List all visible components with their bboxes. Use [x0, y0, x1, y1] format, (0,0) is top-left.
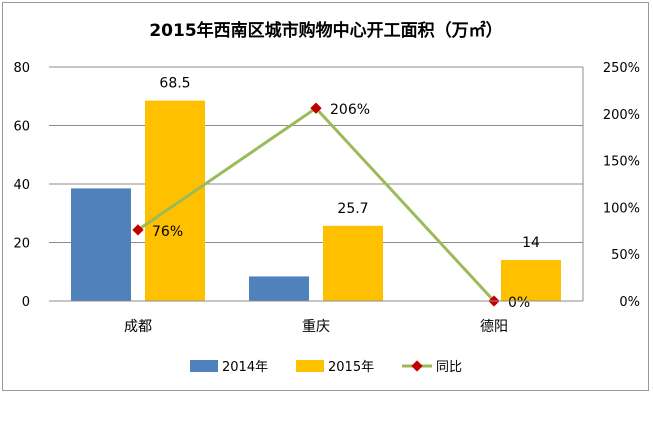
legend-label: 2015年: [328, 360, 374, 375]
legend[interactable]: 2014年 2015年 同比: [190, 360, 462, 375]
bar-2014: [71, 188, 131, 301]
yoy-data-label: 76%: [152, 224, 183, 240]
y-tick-label: 60: [13, 120, 30, 135]
y-tick-label: 0: [22, 295, 30, 310]
bar-data-label: 68.5: [159, 76, 190, 92]
data-labels: 68.5 25.7 14 76% 206% 0%: [152, 76, 540, 311]
category-label: 重庆: [302, 319, 330, 335]
bars: [71, 100, 561, 301]
legend-label: 同比: [436, 360, 462, 375]
y2-tick-label: 50%: [611, 248, 640, 263]
y2-tick-label: 100%: [603, 201, 640, 216]
yoy-data-label: 0%: [508, 295, 530, 311]
bar-data-label: 14: [522, 235, 540, 251]
yoy-data-label: 206%: [330, 102, 370, 118]
bar-data-label: 25.7: [337, 201, 368, 217]
y-tick-label: 40: [13, 178, 30, 193]
yoy-marker: [132, 224, 144, 236]
legend-swatch: [190, 360, 218, 372]
axes: 0 20 40 60 80 0% 50% 100% 150% 200% 250% 成都 重庆 德阳: [13, 61, 640, 335]
bar-2015: [501, 260, 561, 301]
category-label: 德阳: [480, 319, 508, 335]
bar-2015: [323, 225, 383, 301]
legend-item-2014年[interactable]: 2014年: [190, 360, 268, 375]
y2-tick-label: 150%: [603, 155, 640, 170]
legend-label: 2014年: [222, 360, 268, 375]
bar-2015: [145, 100, 205, 301]
category-label: 成都: [124, 319, 152, 335]
y-tick-label: 80: [13, 61, 30, 76]
gridlines: [49, 66, 583, 243]
y-tick-label: 20: [13, 237, 30, 252]
bar-2014: [249, 276, 309, 301]
legend-item-2015年[interactable]: 2015年: [296, 360, 374, 375]
y2-tick-label: 200%: [603, 108, 640, 123]
y2-tick-label: 250%: [603, 61, 640, 76]
chart-title: 2015年西南区城市购物中心开工面积（万㎡）: [149, 20, 502, 41]
legend-item-同比[interactable]: 同比: [402, 360, 462, 375]
yoy-line: [132, 102, 500, 307]
legend-swatch: [296, 360, 324, 372]
y2-tick-label: 0%: [619, 295, 640, 310]
legend-swatch-marker: [411, 360, 423, 372]
